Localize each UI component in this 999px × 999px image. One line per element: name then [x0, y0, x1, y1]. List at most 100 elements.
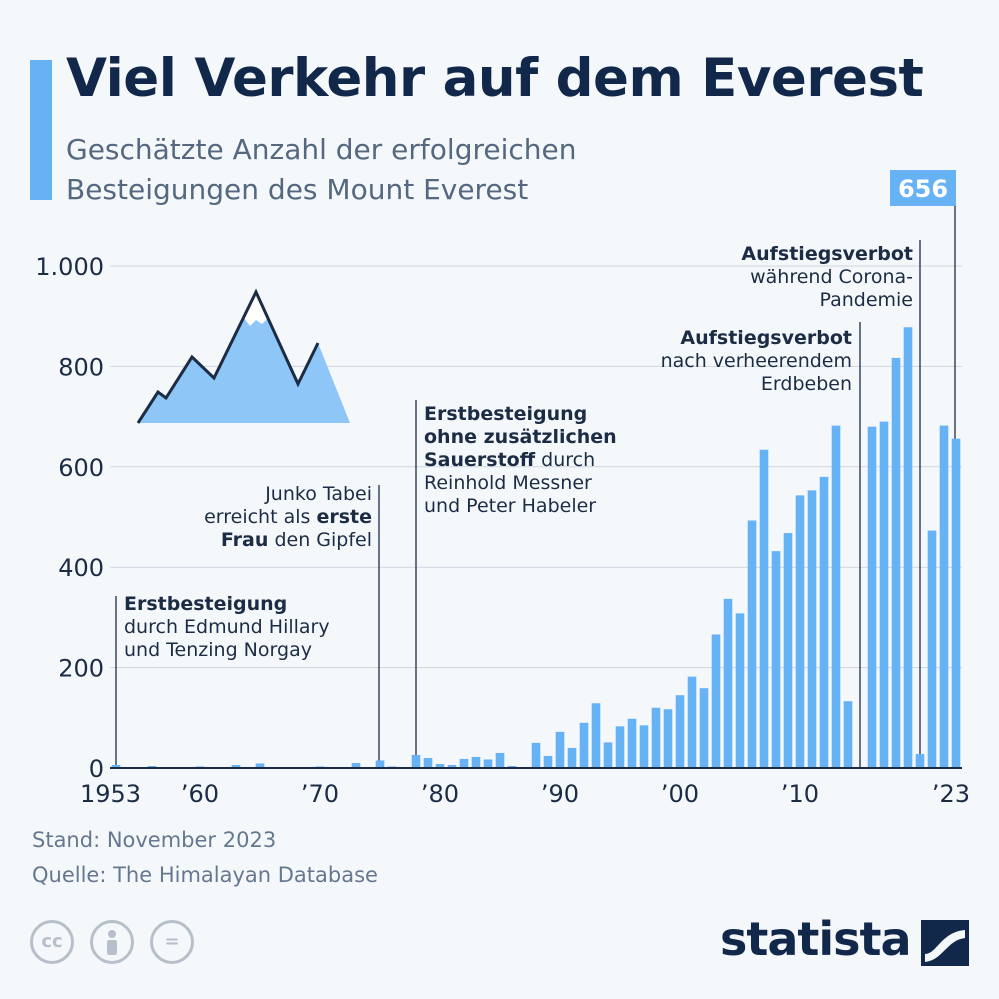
- bar-2018: [891, 357, 901, 768]
- bar-1981: [447, 764, 457, 768]
- annotation-text: und Tenzing Norgay: [124, 639, 312, 661]
- value-label-text: 656: [898, 175, 948, 203]
- bar-2007: [759, 449, 769, 768]
- annotation-text: und Peter Habeler: [424, 495, 596, 517]
- bar-1994: [603, 742, 613, 768]
- equal-icon: =: [150, 920, 194, 964]
- bar-1965: [255, 763, 265, 768]
- annotation-text: durch Edmund Hillary: [124, 616, 330, 638]
- x-tick-label: ’70: [301, 780, 339, 808]
- bar-2003: [711, 634, 721, 768]
- annotation-text: Reinhold Messner: [424, 472, 592, 494]
- bar-1983: [471, 756, 481, 768]
- bar-2012: [819, 476, 829, 768]
- bar-2016: [867, 426, 877, 768]
- x-tick-label: ’60: [181, 780, 219, 808]
- bar-1991: [567, 747, 577, 768]
- bar-1992: [579, 722, 589, 768]
- bar-1979: [423, 757, 433, 768]
- y-tick-label: 400: [58, 554, 104, 582]
- y-tick-label: 1.000: [35, 253, 104, 281]
- bar-1995: [615, 726, 625, 768]
- bar-2006: [747, 520, 757, 768]
- bar-1982: [459, 758, 469, 768]
- bar-1984: [483, 759, 493, 768]
- bar-2009: [783, 533, 793, 768]
- bar-2011: [807, 490, 817, 768]
- bar-2017: [879, 421, 889, 768]
- annotation-text: Sauerstoff durch: [424, 449, 595, 471]
- mountain-icon: [136, 288, 350, 424]
- x-tick-label: 1953: [80, 780, 141, 808]
- bar-1980: [435, 763, 445, 768]
- cc-icon: cc: [30, 920, 74, 964]
- bar-2004: [723, 598, 733, 768]
- bar-1990: [555, 731, 565, 768]
- bar-1953: [111, 764, 121, 768]
- x-tick-label: ’00: [661, 780, 699, 808]
- page-title: Viel Verkehr auf dem Everest: [66, 48, 924, 109]
- x-tick-label: ’80: [421, 780, 459, 808]
- bar-1975: [375, 760, 385, 768]
- bar-1986: [507, 765, 517, 768]
- annotation-text: Erdbeben: [761, 373, 852, 395]
- bar-1988: [531, 742, 541, 768]
- annotation-text: Frau den Gipfel: [221, 529, 372, 551]
- bar-1997: [639, 725, 649, 768]
- page-subtitle: Geschätzte Anzahl der erfolgreichen Best…: [66, 130, 666, 210]
- bar-1989: [543, 755, 553, 768]
- subtitle-line-2: Besteigungen des Mount Everest: [66, 173, 529, 206]
- bar-2023: [951, 438, 961, 768]
- bar-1963: [231, 764, 241, 768]
- bar-1993: [591, 703, 601, 768]
- bar-2005: [735, 613, 745, 768]
- annotation-text: Erstbesteigung: [124, 593, 287, 615]
- title-accent-bar: [30, 60, 52, 200]
- annotation-text: nach verheerendem: [661, 350, 852, 372]
- person-icon: [90, 920, 134, 964]
- bar-2008: [771, 551, 781, 768]
- value-label-2023: 656: [890, 170, 956, 439]
- bar-2021: [927, 530, 937, 768]
- x-tick-label: ’90: [541, 780, 579, 808]
- subtitle-line-1: Geschätzte Anzahl der erfolgreichen: [66, 133, 577, 166]
- bar-1978: [411, 754, 421, 768]
- statista-wordmark: statista: [720, 912, 912, 966]
- bar-1985: [495, 752, 505, 768]
- y-tick-label: 600: [58, 454, 104, 482]
- bar-2019: [903, 327, 913, 768]
- x-tick-label: ’10: [781, 780, 819, 808]
- bar-2010: [795, 495, 805, 768]
- bar-1956: [147, 765, 157, 768]
- bar-1996: [627, 718, 637, 768]
- annotation-text: erreicht als erste: [204, 506, 372, 528]
- bar-2013: [831, 425, 841, 768]
- bar-1999: [663, 709, 673, 768]
- annotation-text: während Corona-: [750, 266, 913, 288]
- statista-logo-icon: [921, 920, 969, 966]
- annotation-text: Aufstiegsverbot: [680, 327, 852, 349]
- y-tick-label: 200: [58, 655, 104, 683]
- x-tick-label: ’23: [932, 780, 970, 808]
- bar-1973: [351, 762, 361, 768]
- annotation-text: ohne zusätzlichen: [424, 426, 617, 448]
- y-tick-label: 800: [58, 353, 104, 381]
- bar-2022: [939, 425, 949, 768]
- y-tick-label: 0: [89, 755, 104, 783]
- bar-2020: [915, 753, 925, 768]
- bar-2000: [675, 695, 685, 768]
- bar-1998: [651, 707, 661, 768]
- bar-2014: [843, 701, 853, 768]
- annotation-text: Pandemie: [819, 289, 913, 311]
- bar-2002: [699, 688, 709, 768]
- footer-source: Quelle: The Himalayan Database: [32, 863, 378, 887]
- bar-2001: [687, 676, 697, 768]
- annotation-text: Junko Tabei: [264, 483, 372, 505]
- annotation-text: Aufstiegsverbot: [741, 243, 913, 265]
